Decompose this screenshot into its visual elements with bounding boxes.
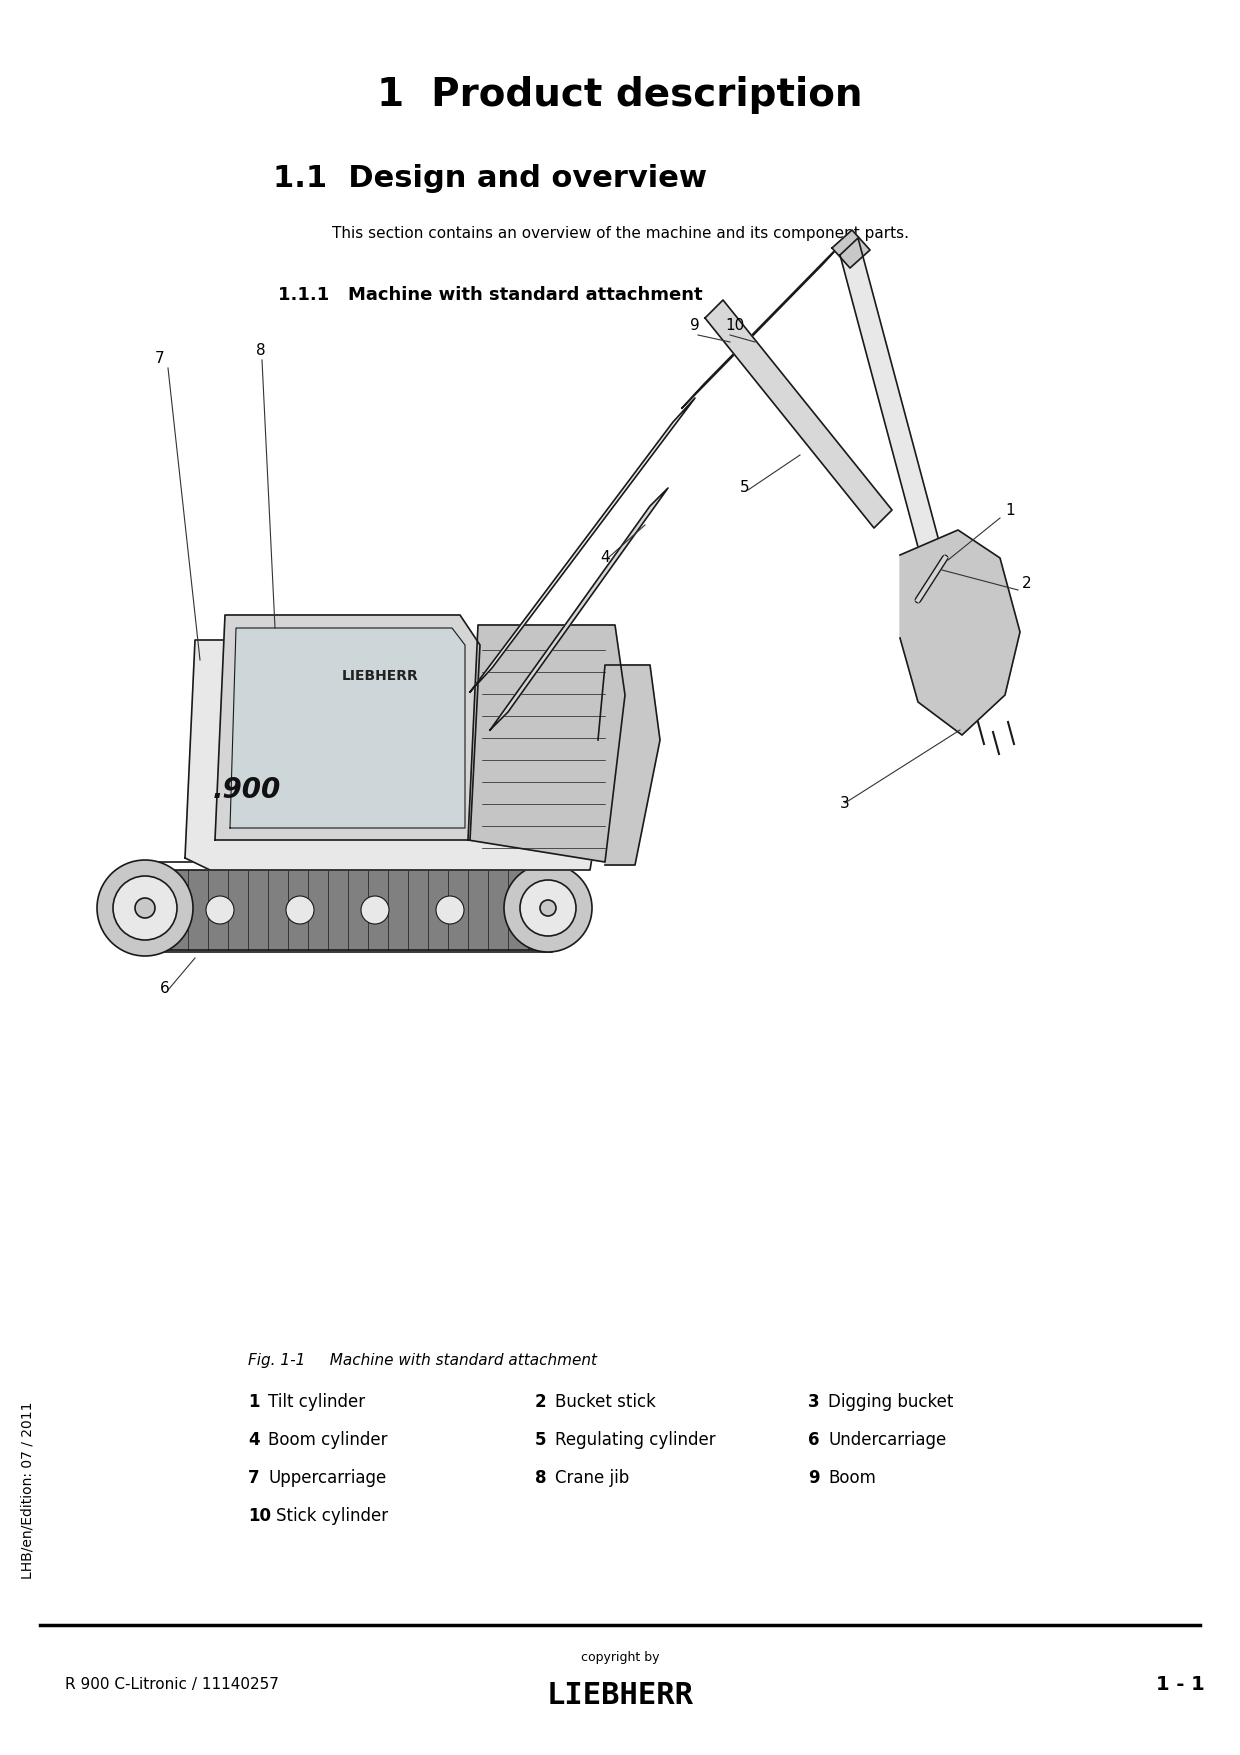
Text: 1.1  Design and overview: 1.1 Design and overview <box>273 163 707 193</box>
Circle shape <box>286 897 314 923</box>
Text: 3: 3 <box>839 797 849 811</box>
Text: 2: 2 <box>1022 576 1032 591</box>
Text: Digging bucket: Digging bucket <box>828 1393 954 1411</box>
Text: 4: 4 <box>600 549 610 565</box>
Text: Stick cylinder: Stick cylinder <box>277 1508 388 1525</box>
Text: Crane jib: Crane jib <box>556 1469 629 1486</box>
Text: Undercarriage: Undercarriage <box>828 1430 946 1450</box>
Circle shape <box>113 876 177 941</box>
Text: Fig. 1-1     Machine with standard attachment: Fig. 1-1 Machine with standard attachmen… <box>248 1353 596 1367</box>
Polygon shape <box>470 398 694 691</box>
Text: Uppercarriage: Uppercarriage <box>268 1469 386 1486</box>
Text: 3: 3 <box>808 1393 820 1411</box>
Text: LHB/en/Edition: 07 / 2011: LHB/en/Edition: 07 / 2011 <box>21 1400 35 1580</box>
Text: 4: 4 <box>248 1430 259 1450</box>
Circle shape <box>503 863 591 951</box>
Circle shape <box>436 897 464 923</box>
Text: 10: 10 <box>248 1508 272 1525</box>
Circle shape <box>97 860 193 956</box>
Text: 5: 5 <box>534 1430 547 1450</box>
Text: 7: 7 <box>155 351 165 367</box>
Text: 6: 6 <box>160 981 170 997</box>
Text: copyright by: copyright by <box>580 1651 660 1664</box>
Text: This section contains an overview of the machine and its component parts.: This section contains an overview of the… <box>331 225 909 240</box>
Polygon shape <box>229 628 465 828</box>
Text: Boom: Boom <box>828 1469 875 1486</box>
Text: 1: 1 <box>248 1393 259 1411</box>
Text: 6: 6 <box>808 1430 820 1450</box>
Polygon shape <box>682 240 844 407</box>
Text: R 900 C-Litronic / 11140257: R 900 C-Litronic / 11140257 <box>64 1678 279 1692</box>
Text: 1.1.1   Machine with standard attachment: 1.1.1 Machine with standard attachment <box>278 286 702 304</box>
Text: 2: 2 <box>534 1393 547 1411</box>
Text: 1: 1 <box>1004 504 1014 518</box>
Text: 9: 9 <box>689 318 699 333</box>
Polygon shape <box>185 641 615 870</box>
Polygon shape <box>215 614 480 841</box>
Text: 1 - 1: 1 - 1 <box>1156 1676 1204 1695</box>
Polygon shape <box>706 300 892 528</box>
Polygon shape <box>832 230 870 269</box>
Circle shape <box>520 879 577 935</box>
Polygon shape <box>490 488 668 730</box>
Text: Tilt cylinder: Tilt cylinder <box>268 1393 365 1411</box>
Circle shape <box>206 897 234 923</box>
Text: LIEBHERR: LIEBHERR <box>547 1681 693 1709</box>
Text: 10: 10 <box>725 318 744 333</box>
Polygon shape <box>598 665 660 865</box>
Text: 1  Product description: 1 Product description <box>377 75 863 114</box>
Text: 8: 8 <box>255 342 265 358</box>
Text: Regulating cylinder: Regulating cylinder <box>556 1430 715 1450</box>
Text: 9: 9 <box>808 1469 820 1486</box>
Text: 7: 7 <box>248 1469 259 1486</box>
Circle shape <box>135 899 155 918</box>
Polygon shape <box>130 870 560 949</box>
Text: .900: .900 <box>213 776 281 804</box>
Circle shape <box>361 897 389 923</box>
Text: 8: 8 <box>534 1469 547 1486</box>
Polygon shape <box>900 530 1021 735</box>
Text: 5: 5 <box>740 481 750 495</box>
Text: LIEBHERR: LIEBHERR <box>342 669 418 683</box>
Text: Boom cylinder: Boom cylinder <box>268 1430 387 1450</box>
Polygon shape <box>839 239 940 562</box>
Circle shape <box>539 900 556 916</box>
Polygon shape <box>467 625 625 862</box>
Text: Bucket stick: Bucket stick <box>556 1393 656 1411</box>
